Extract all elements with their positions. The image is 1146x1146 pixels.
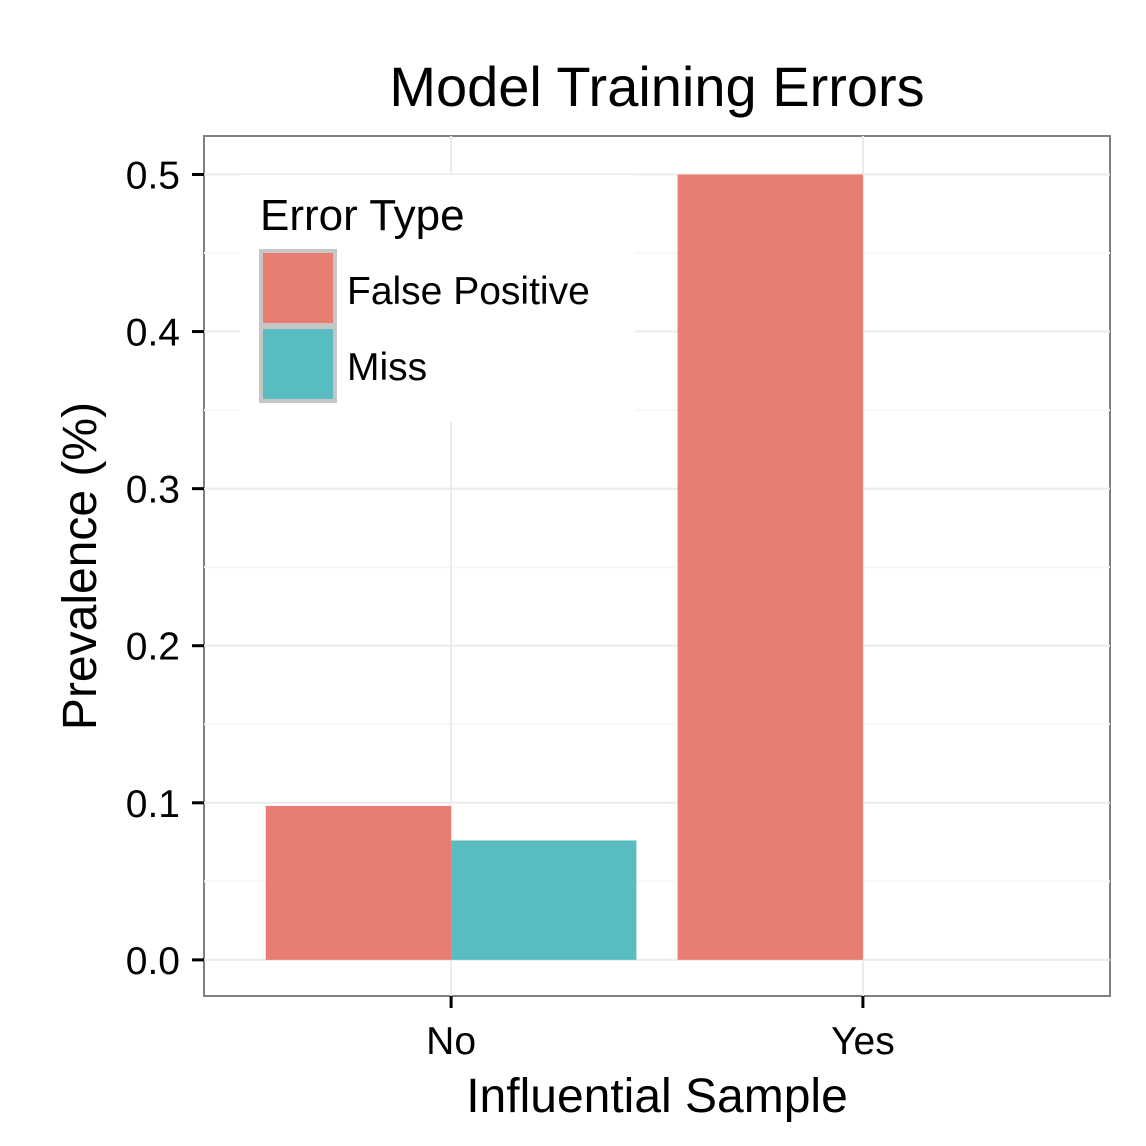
legend: Error Type False Positive Miss xyxy=(240,175,635,422)
x-tick-label: No xyxy=(426,1020,476,1063)
legend-key xyxy=(263,329,333,399)
legend-label: Miss xyxy=(347,346,427,389)
x-axis: No Yes xyxy=(426,996,895,1063)
y-axis-label: Prevalence (%) xyxy=(54,402,107,730)
bar-miss-no xyxy=(451,840,637,960)
bars xyxy=(265,174,863,960)
y-tick-label: 0.2 xyxy=(126,626,180,669)
x-tick-label: Yes xyxy=(831,1020,895,1063)
bar-false-positive-yes xyxy=(677,174,863,960)
chart-title: Model Training Errors xyxy=(389,55,924,118)
legend-items: False Positive Miss xyxy=(263,253,590,399)
legend-title: Error Type xyxy=(260,191,465,240)
x-axis-label: Influential Sample xyxy=(466,1070,848,1123)
y-tick-label: 0.4 xyxy=(126,312,180,355)
y-tick-label: 0.5 xyxy=(126,154,180,197)
y-tick-label: 0.1 xyxy=(126,783,180,826)
legend-label: False Positive xyxy=(347,270,590,313)
y-tick-label: 0.3 xyxy=(126,469,180,512)
bar-false-positive-no xyxy=(265,805,452,960)
y-tick-label: 0.0 xyxy=(126,940,180,983)
legend-key xyxy=(263,253,333,323)
y-axis: 0.0 0.1 0.2 0.3 0.4 0.5 xyxy=(126,154,204,983)
